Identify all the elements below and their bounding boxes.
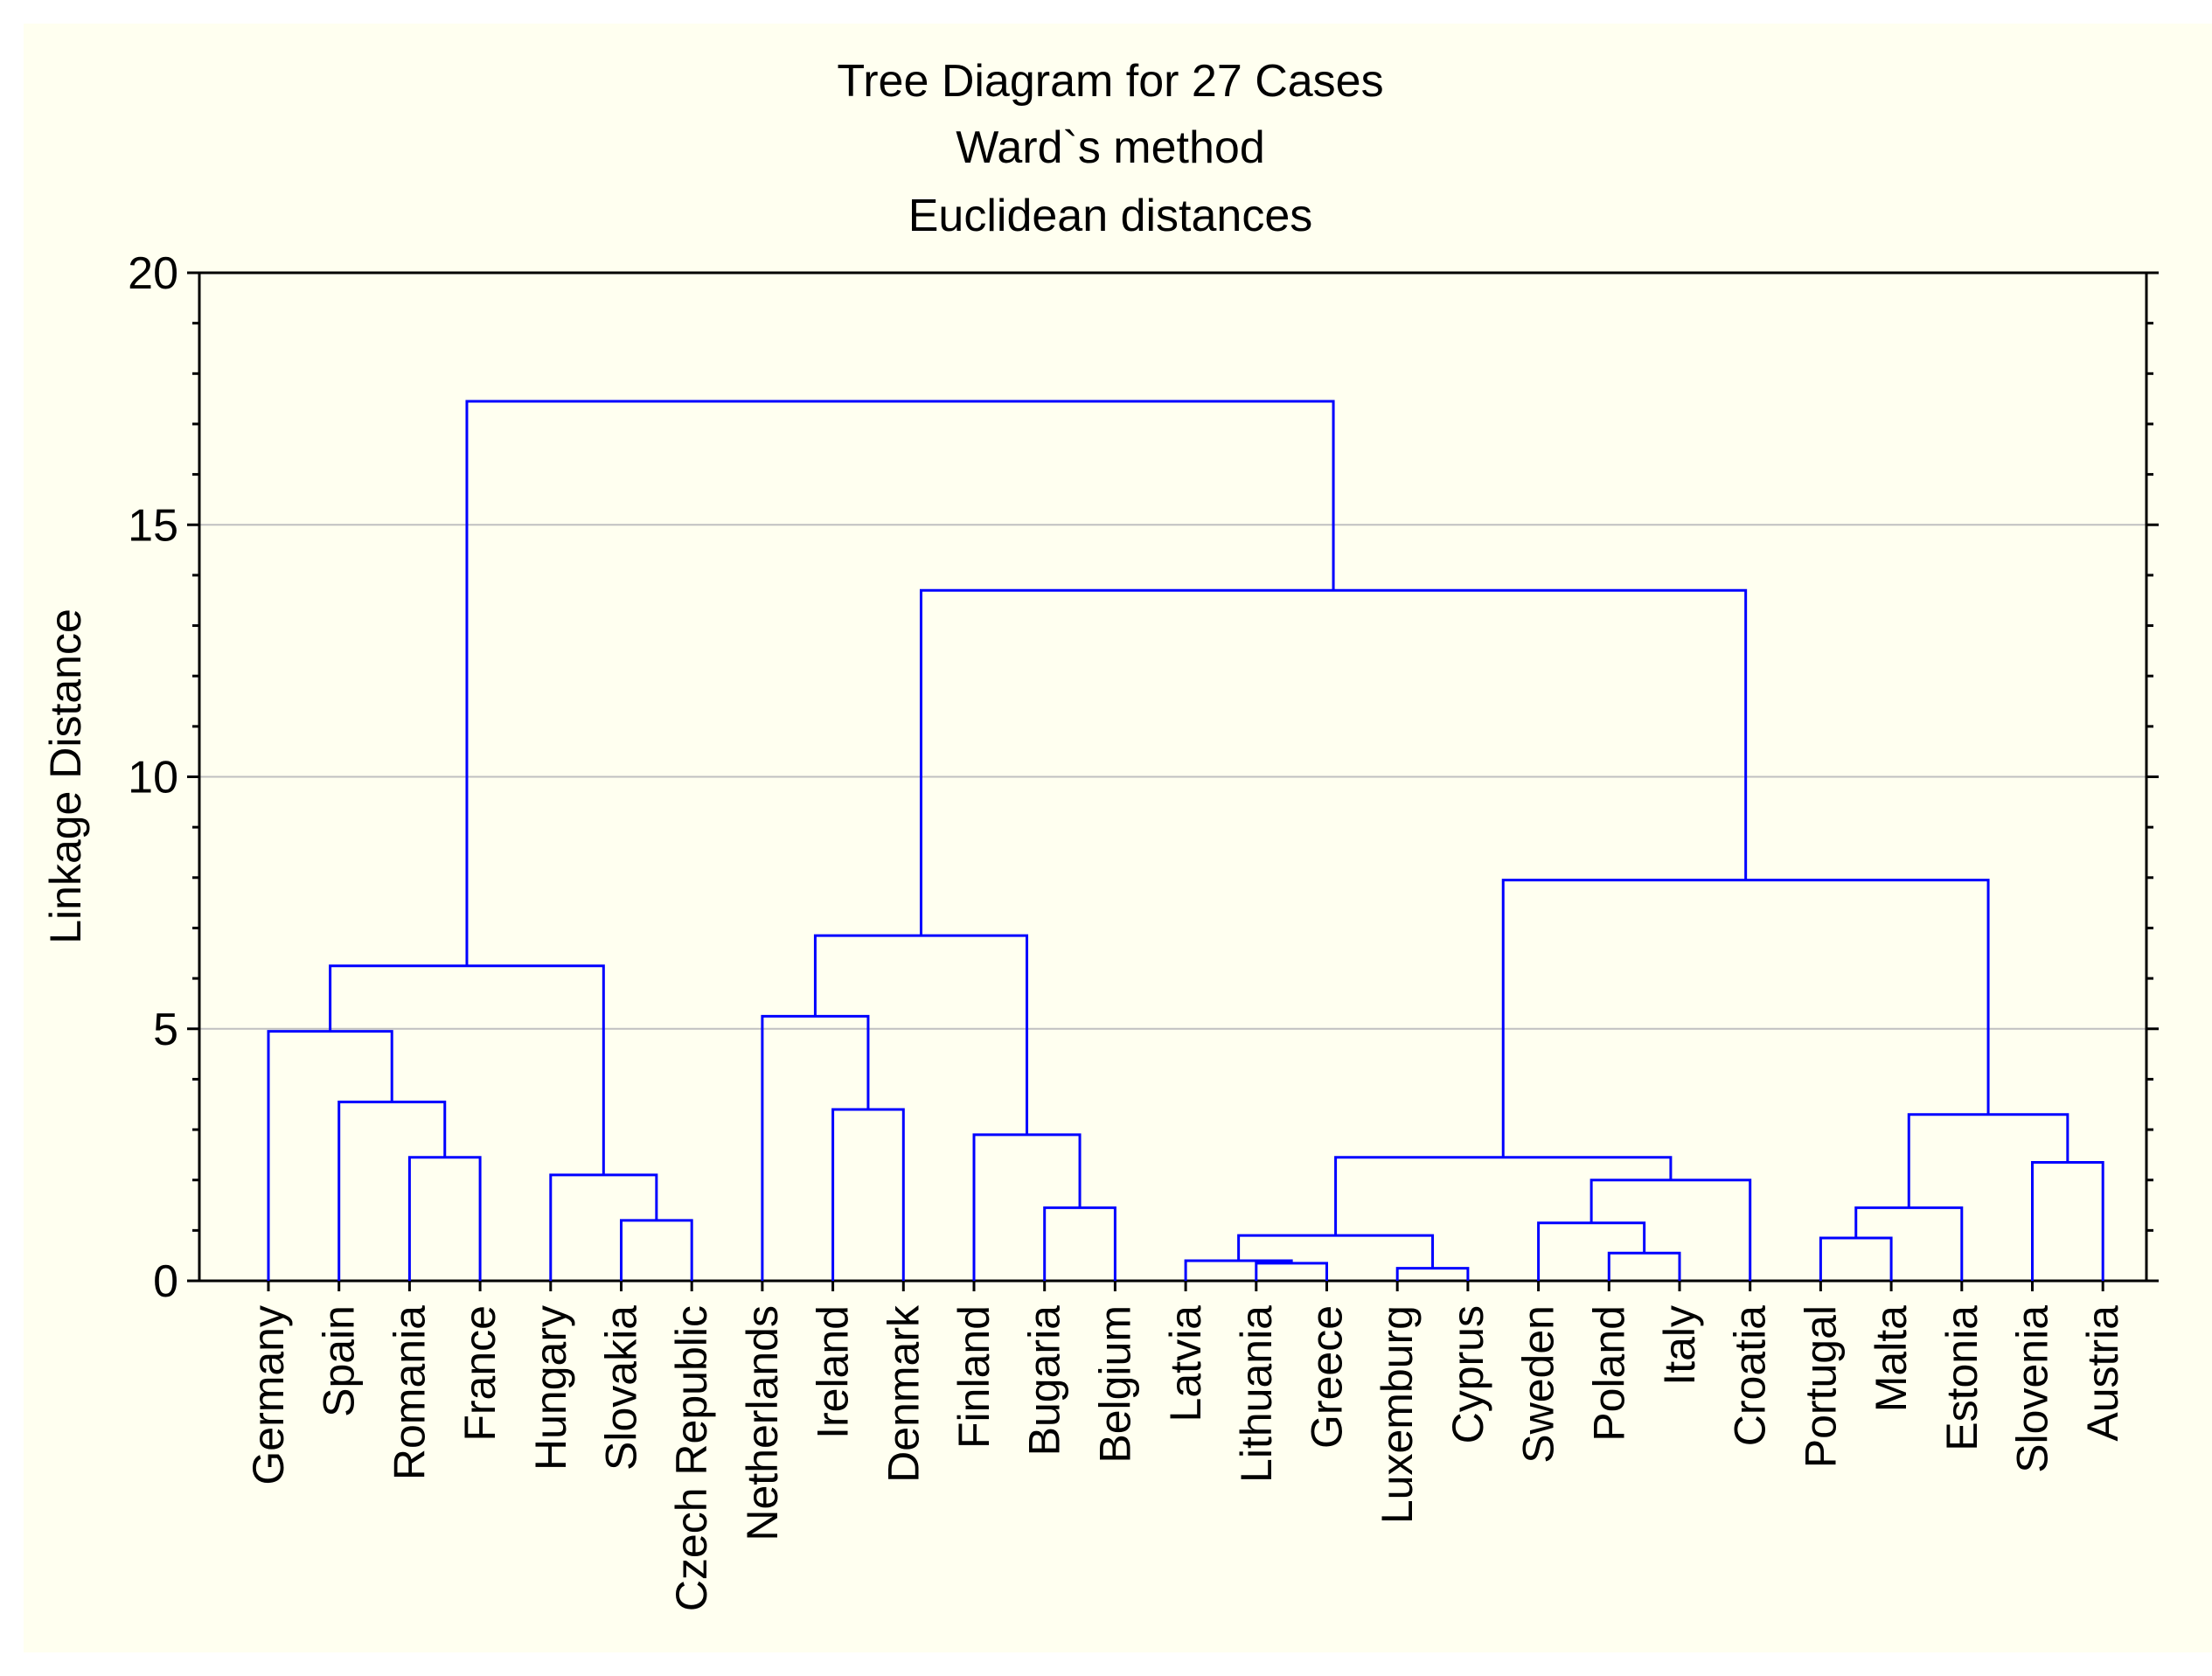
link-merge-0: [407, 1156, 482, 1281]
link-merge-11: [1255, 1262, 1328, 1281]
leaf-label-spain: Spain: [315, 1305, 364, 1417]
leaf-label-cyprus: Cyprus: [1443, 1305, 1492, 1443]
link-merge-7: [761, 1014, 870, 1281]
leaf-label-portugal: Portugal: [1796, 1305, 1845, 1468]
chart-subtitle-method: Ward`s method: [956, 122, 1265, 173]
leaf-label-france: France: [456, 1305, 504, 1442]
chart-subtitle-distance: Euclidean distances: [908, 191, 1313, 241]
link-merge-18: [1334, 1156, 1673, 1236]
leaf-label-bugaria: Bugaria: [1020, 1305, 1069, 1457]
leaf-label-austria: Austria: [2078, 1305, 2127, 1442]
leaf-label-ireland: Ireland: [809, 1305, 858, 1439]
leaf-label-luxemburg: Luxemburg: [1373, 1305, 1422, 1524]
leaf-label-hungary: Hungary: [526, 1305, 575, 1471]
leaf-label-germany: Germany: [244, 1305, 293, 1485]
leaf-label-malta: Malta: [1867, 1305, 1916, 1412]
leaf-label-poland: Poland: [1584, 1305, 1633, 1442]
link-merge-5: [329, 964, 605, 1175]
link-merge-6: [831, 1108, 905, 1281]
y-tick-label-0: 0: [153, 1256, 178, 1307]
chart-frame: [24, 24, 2212, 1652]
dendrogram-links: [267, 400, 2104, 1281]
leaf-label-denmark: Denmark: [879, 1304, 928, 1483]
y-tick-label-10: 10: [128, 753, 178, 803]
link-merge-8: [1043, 1206, 1116, 1281]
link-merge-2: [267, 1030, 393, 1281]
link-merge-10: [813, 934, 1029, 1135]
y-tick-labels: 0 5 10 15 20: [128, 248, 178, 1307]
leaf-label-sweden: Sweden: [1514, 1305, 1563, 1464]
link-merge-13: [1395, 1267, 1470, 1281]
leaf-label-finland: Finland: [949, 1305, 998, 1449]
leaf-label-greece: Greece: [1303, 1305, 1352, 1449]
y-tick-label-5: 5: [153, 1005, 178, 1055]
y-tick-label-15: 15: [128, 500, 178, 551]
leaf-label-slovenia: Slovenia: [2008, 1305, 2057, 1473]
leaf-label-croatia: Croatia: [1726, 1305, 1775, 1446]
link-merge-4: [549, 1173, 658, 1281]
leaf-labels: Germany Spain Romania France Hungary Slovakia…: [244, 1304, 2127, 1611]
leaf-label-latvia: Latvia: [1161, 1305, 1210, 1422]
leaf-label-slovakia: Slovakia: [597, 1305, 646, 1471]
y-tick-label-20: 20: [128, 248, 178, 299]
y-axis-label: Linkage Distance: [41, 609, 90, 944]
leaf-label-estonia: Estonia: [1937, 1305, 1986, 1451]
leaf-label-italy: Italy: [1655, 1305, 1704, 1386]
link-merge-17: [1589, 1179, 1752, 1281]
chart-title: Tree Diagram for 27 Cases: [837, 56, 1383, 107]
link-merge-25: [465, 400, 1335, 966]
link-merge-24: [919, 588, 1748, 936]
axis-ticks: [187, 271, 2159, 1291]
leaf-label-netherlands: Netherlands: [738, 1305, 787, 1541]
leaf-label-czech-republic: Czech Republic: [667, 1305, 716, 1611]
leaf-label-romania: Romania: [385, 1305, 434, 1480]
link-merge-22: [1907, 1113, 2069, 1208]
link-merge-1: [337, 1100, 447, 1281]
link-merge-3: [620, 1219, 693, 1281]
link-merge-21: [2031, 1161, 2104, 1281]
leaf-label-lithuania: Lithuania: [1232, 1305, 1281, 1483]
link-merge-15: [1607, 1251, 1681, 1281]
grid-lines: [199, 524, 2146, 1030]
link-merge-20: [1854, 1206, 1964, 1281]
link-merge-19: [1819, 1236, 1893, 1281]
leaf-label-belgium: Belgium: [1090, 1305, 1139, 1464]
